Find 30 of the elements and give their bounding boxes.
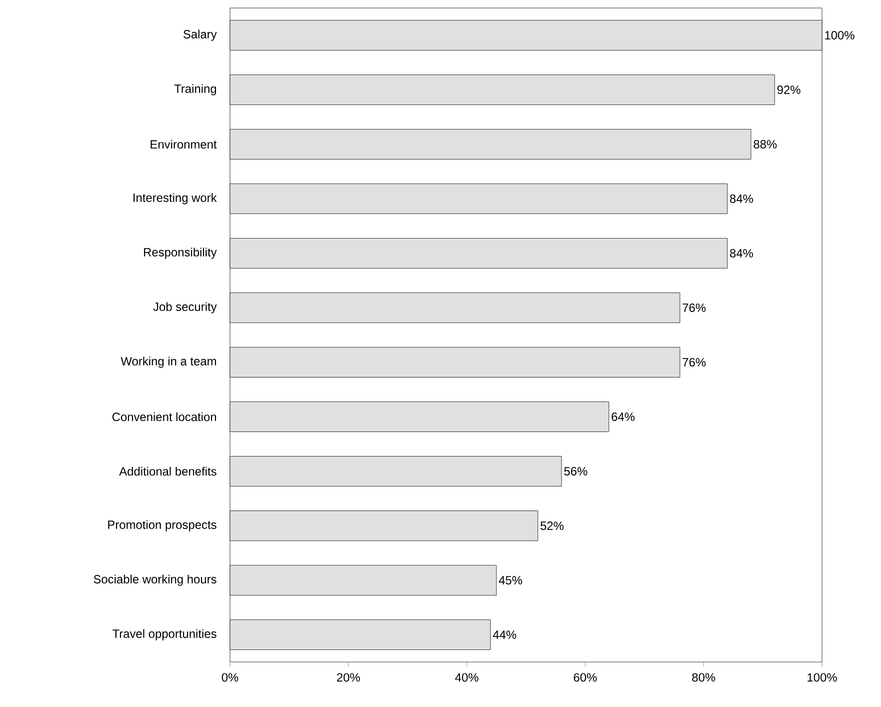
data-label: 45% — [498, 576, 522, 584]
data-label: 44% — [492, 630, 516, 639]
y-tick-label: Promotion prospects — [108, 520, 216, 532]
x-tick-label: 40% — [455, 673, 478, 682]
data-label: 52% — [540, 522, 564, 530]
data-label: 88% — [754, 140, 777, 148]
data-label: 84% — [730, 194, 753, 203]
y-tick-label: Convenient location — [112, 412, 216, 422]
y-tick-label: Travel opportunities — [112, 629, 216, 640]
y-tick-label: Interesting work — [134, 193, 217, 204]
data-label: 64% — [612, 412, 635, 421]
data-label: 76% — [682, 358, 706, 366]
y-tick-label: Working in a team — [120, 356, 216, 368]
y-tick-label: Training — [174, 84, 216, 96]
y-tick-label: Sociable working hours — [94, 574, 216, 586]
x-tick-label: 60% — [574, 673, 597, 682]
y-tick-label: Additional benefits — [119, 466, 216, 476]
y-tick-label: Environment — [150, 140, 217, 149]
x-tick-label: 100% — [808, 673, 837, 682]
data-label: 100% — [825, 31, 854, 40]
y-tick-label: Job security — [153, 302, 217, 314]
x-tick-label: 0% — [222, 673, 238, 682]
y-tick-label: Responsibility — [144, 248, 217, 259]
data-label: 76% — [682, 304, 706, 312]
y-tick-label: Salary — [183, 30, 217, 41]
x-tick-label: 20% — [337, 673, 360, 682]
data-label: 84% — [730, 249, 753, 258]
data-label: 56% — [564, 467, 588, 476]
x-tick-label: 80% — [692, 673, 716, 682]
data-label: 92% — [777, 86, 800, 94]
